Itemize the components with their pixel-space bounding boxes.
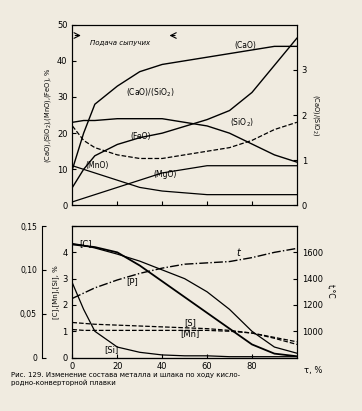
Text: (SiO$_2$): (SiO$_2$) (230, 117, 253, 129)
Text: (CaO)/(SiO$_2$): (CaO)/(SiO$_2$) (126, 86, 175, 99)
Text: (FeO): (FeO) (131, 132, 151, 141)
Text: (CaO): (CaO) (234, 41, 256, 50)
Text: [S]: [S] (185, 318, 197, 327)
Y-axis label: (CaO)/(SiO$_2$): (CaO)/(SiO$_2$) (311, 94, 321, 136)
Text: $t$: $t$ (236, 246, 243, 258)
Text: [Si]: [Si] (104, 345, 118, 354)
Text: [Mn]: [Mn] (180, 329, 199, 338)
Y-axis label: [C],[Mn],[Si], %: [C],[Mn],[Si], % (52, 265, 59, 319)
Text: [C]: [C] (79, 239, 92, 248)
Text: (MgO): (MgO) (153, 170, 177, 178)
Text: τ, %: τ, % (304, 366, 322, 375)
Text: Рис. 129. Изменение состава металла и шлака по ходу кисло-
родно-конверторной пл: Рис. 129. Изменение состава металла и шл… (11, 372, 240, 386)
Text: (MnO): (MnO) (86, 161, 109, 169)
Y-axis label: (CaO),(SiO$_2$),(MnO),(FeO), %: (CaO),(SiO$_2$),(MnO),(FeO), % (43, 67, 53, 163)
Text: Подача сыпучих: Подача сыпучих (90, 39, 151, 46)
Text: [P]: [P] (126, 277, 138, 286)
Y-axis label: t,°C: t,°C (325, 284, 334, 299)
